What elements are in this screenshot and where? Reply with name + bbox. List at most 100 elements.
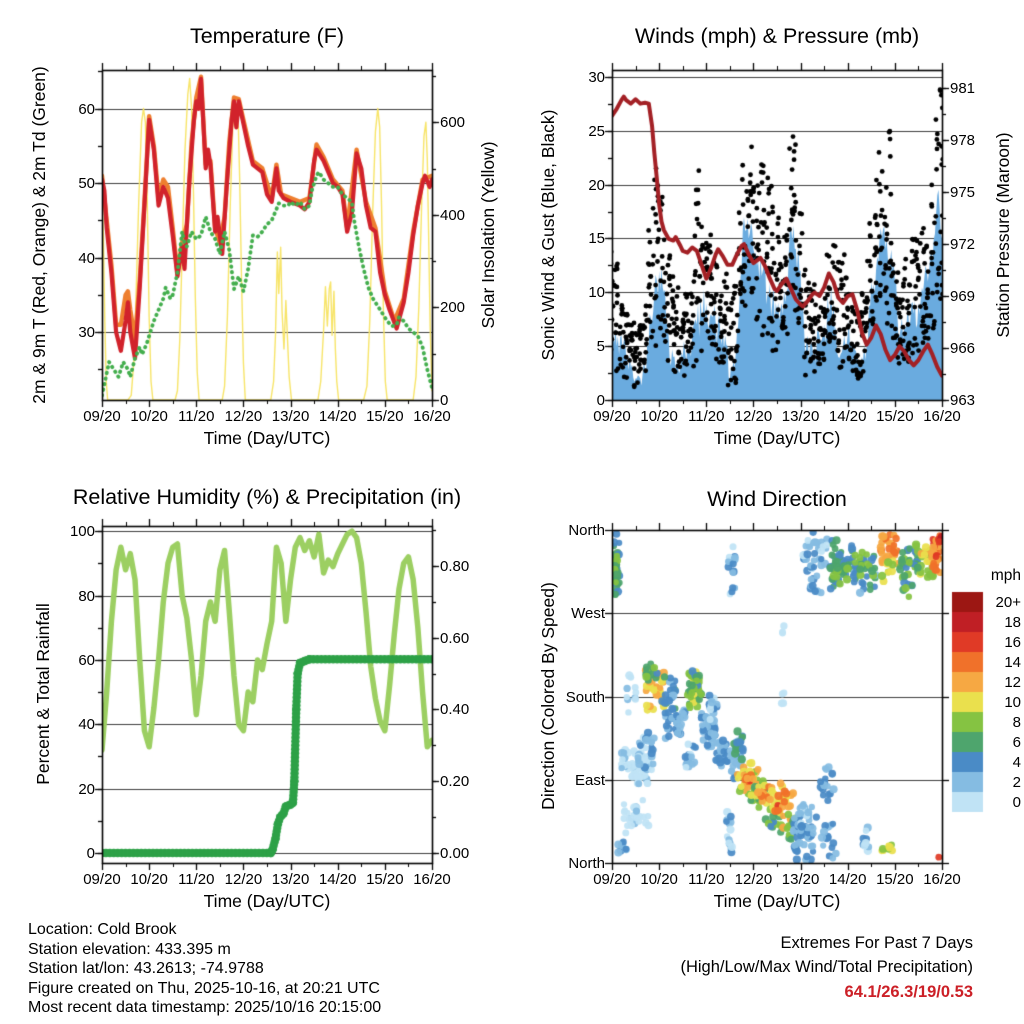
rh_precip-ytick-right-label: 0.00 xyxy=(440,844,470,862)
colorbar-bin-label: 8 xyxy=(1012,714,1021,731)
rh_precip-x-tick-label: 09/20 xyxy=(83,871,121,888)
winds_pressure-ytick-left-label: 5 xyxy=(596,338,605,356)
wind_direction-x-tick-label: 09/20 xyxy=(593,871,631,888)
temperature-ytick-left-label: 50 xyxy=(78,175,95,193)
colorbar-bin-label: 0 xyxy=(1012,794,1021,811)
rh_precip-x-tick-label: 13/20 xyxy=(271,871,310,888)
rh_precip-ytick-right-label: 0.80 xyxy=(440,557,470,575)
rh_precip-ytick-left-label: 80 xyxy=(78,587,95,605)
temperature-x-tick-label: 13/20 xyxy=(271,408,310,425)
rh_precip-ytick-left-label: 20 xyxy=(78,780,95,798)
winds_pressure-ytick-right-label: 981 xyxy=(950,80,976,98)
rh_precip-x-tick-label: 11/20 xyxy=(178,871,215,888)
winds_pressure-x-tick-label: 16/20 xyxy=(923,408,961,425)
winds_pressure-ytick-left-label: 15 xyxy=(588,230,605,248)
rh_precip-ytick-right-label: 0.40 xyxy=(440,701,470,719)
winds_pressure-ytick-left-label: 30 xyxy=(588,68,605,86)
colorbar-bin-label: 2 xyxy=(1012,774,1021,791)
temperature-ytick-left-label: 40 xyxy=(78,249,95,267)
rh_precip-ytick-right-label: 0.20 xyxy=(440,773,470,791)
colorbar-bin-label: 20+ xyxy=(995,594,1021,611)
wind_direction-x-tick-label: 16/20 xyxy=(923,871,961,888)
extremes-subheading: (High/Low/Max Wind/Total Precipitation) xyxy=(680,958,973,976)
figure-created: Figure created on Thu, 2025-10-16, at 20… xyxy=(28,979,380,997)
wind_direction-x-tick-label: 15/20 xyxy=(876,871,914,888)
temperature-ytick-right-label: 400 xyxy=(440,206,466,224)
rh_precip-x-tick-label: 12/20 xyxy=(224,871,263,888)
wind_direction-ytick-left-label: East xyxy=(574,771,605,789)
rh_precip-ytick-right-label: 0.60 xyxy=(440,629,470,647)
temperature-x-tick-label: 09/20 xyxy=(83,408,121,425)
temperature-x-tick-label: 12/20 xyxy=(224,408,263,425)
winds_pressure-ytick-left-label: 10 xyxy=(588,284,605,302)
rh_precip-x-tick-label: 15/20 xyxy=(366,871,404,888)
colorbar-bin-label: 12 xyxy=(1004,674,1021,691)
wind_direction-ytick-left-label: North xyxy=(568,522,605,539)
temperature-ytick-left-label: 60 xyxy=(78,100,95,118)
data-timestamp: Most recent data timestamp: 2025/10/16 2… xyxy=(28,999,382,1016)
wind_direction-ytick-left-label: West xyxy=(571,605,605,623)
wind_direction-ytick-left-label: North xyxy=(568,855,605,872)
rh-ylabel-left: Percent & Total Rainfall xyxy=(33,603,53,785)
temperature-x-tick-label: 14/20 xyxy=(318,408,357,425)
temperature-title: Temperature (F) xyxy=(189,24,345,48)
station-elevation: Station elevation: 433.395 m xyxy=(28,940,231,958)
temperature-ytick-left-label: 30 xyxy=(78,324,95,342)
winds_pressure-ytick-left-label: 20 xyxy=(588,176,605,194)
colorbar-bin-label: 6 xyxy=(1012,734,1021,751)
winds-pressure-title: Winds (mph) & Pressure (mb) xyxy=(634,24,920,48)
temperature-ylabel-left: 2m & 9m T (Red, Orange) & 2m Td (Green) xyxy=(29,66,49,404)
rh-precip-title: Relative Humidity (%) & Precipitation (i… xyxy=(72,485,462,509)
winds_pressure-x-tick-label: 09/20 xyxy=(593,408,631,425)
wind_direction-ytick-left-label: South xyxy=(565,688,605,706)
temperature-ytick-right-label: 200 xyxy=(440,299,466,317)
rh_precip-ytick-left-label: 60 xyxy=(78,651,95,669)
winds_pressure-ytick-right-label: 963 xyxy=(950,392,976,409)
winds_pressure-x-tick-label: 14/20 xyxy=(828,408,867,425)
winds_pressure-x-tick-label: 10/20 xyxy=(640,408,678,425)
wind-direction-xlabel: Time (Day/UTC) xyxy=(713,891,841,911)
winds_pressure-ytick-right-label: 978 xyxy=(950,132,976,150)
wind_direction-x-tick-label: 10/20 xyxy=(640,871,678,888)
wind-direction-title: Wind Direction xyxy=(707,487,847,511)
wind_direction-x-tick-label: 11/20 xyxy=(688,871,725,888)
rh_precip-ytick-left-label: 0 xyxy=(86,845,95,863)
winds_pressure-x-tick-label: 12/20 xyxy=(734,408,773,425)
colorbar-bin-label: 16 xyxy=(1004,634,1021,651)
winds_pressure-ytick-right-label: 969 xyxy=(950,288,976,305)
station-latlon: Station lat/lon: 43.2613; -74.9788 xyxy=(28,960,264,977)
winds_pressure-x-tick-label: 11/20 xyxy=(688,408,725,425)
temperature-x-tick-label: 11/20 xyxy=(178,408,215,425)
temperature-x-tick-label: 15/20 xyxy=(366,408,404,425)
colorbar-bin-label: 10 xyxy=(1004,694,1021,711)
winds_pressure-ytick-right-label: 966 xyxy=(950,340,976,357)
station-location: Location: Cold Brook xyxy=(28,921,177,938)
wind_direction-x-tick-label: 14/20 xyxy=(828,871,867,888)
temperature-ytick-right-label: 0 xyxy=(440,392,449,409)
rh-precip-xlabel: Time (Day/UTC) xyxy=(203,891,331,911)
temperature-ytick-right-label: 600 xyxy=(440,114,466,132)
winds_pressure-x-tick-label: 15/20 xyxy=(876,408,914,425)
rh_precip-x-tick-label: 14/20 xyxy=(318,871,357,888)
rh_precip-ytick-left-label: 100 xyxy=(69,523,95,541)
wind_direction-x-tick-label: 13/20 xyxy=(781,871,820,888)
winds-pressure-xlabel: Time (Day/UTC) xyxy=(713,428,841,448)
colorbar-bin-label: 18 xyxy=(1004,614,1021,631)
wind_direction-x-tick-label: 12/20 xyxy=(734,871,773,888)
colorbar-bin-label: 4 xyxy=(1012,754,1021,771)
winds_pressure-ytick-right-label: 972 xyxy=(950,236,976,253)
station-info: Location: Cold Brook Station elevation: … xyxy=(28,920,381,1018)
rh_precip-x-tick-label: 10/20 xyxy=(130,871,168,888)
rh_precip-x-tick-label: 16/20 xyxy=(413,871,451,888)
temperature-x-tick-label: 16/20 xyxy=(413,408,451,425)
winds_pressure-ytick-right-label: 975 xyxy=(950,184,976,202)
extremes-heading: Extremes For Past 7 Days xyxy=(780,934,973,952)
winds_pressure-ytick-left-label: 0 xyxy=(596,392,605,409)
temperature-xlabel: Time (Day/UTC) xyxy=(203,428,331,448)
rh_precip-ytick-left-label: 40 xyxy=(78,716,95,734)
colorbar-title: mph xyxy=(990,567,1021,584)
extremes-value: 64.1/26.3/19/0.53 xyxy=(844,983,973,1001)
temperature-x-tick-label: 10/20 xyxy=(130,408,168,425)
